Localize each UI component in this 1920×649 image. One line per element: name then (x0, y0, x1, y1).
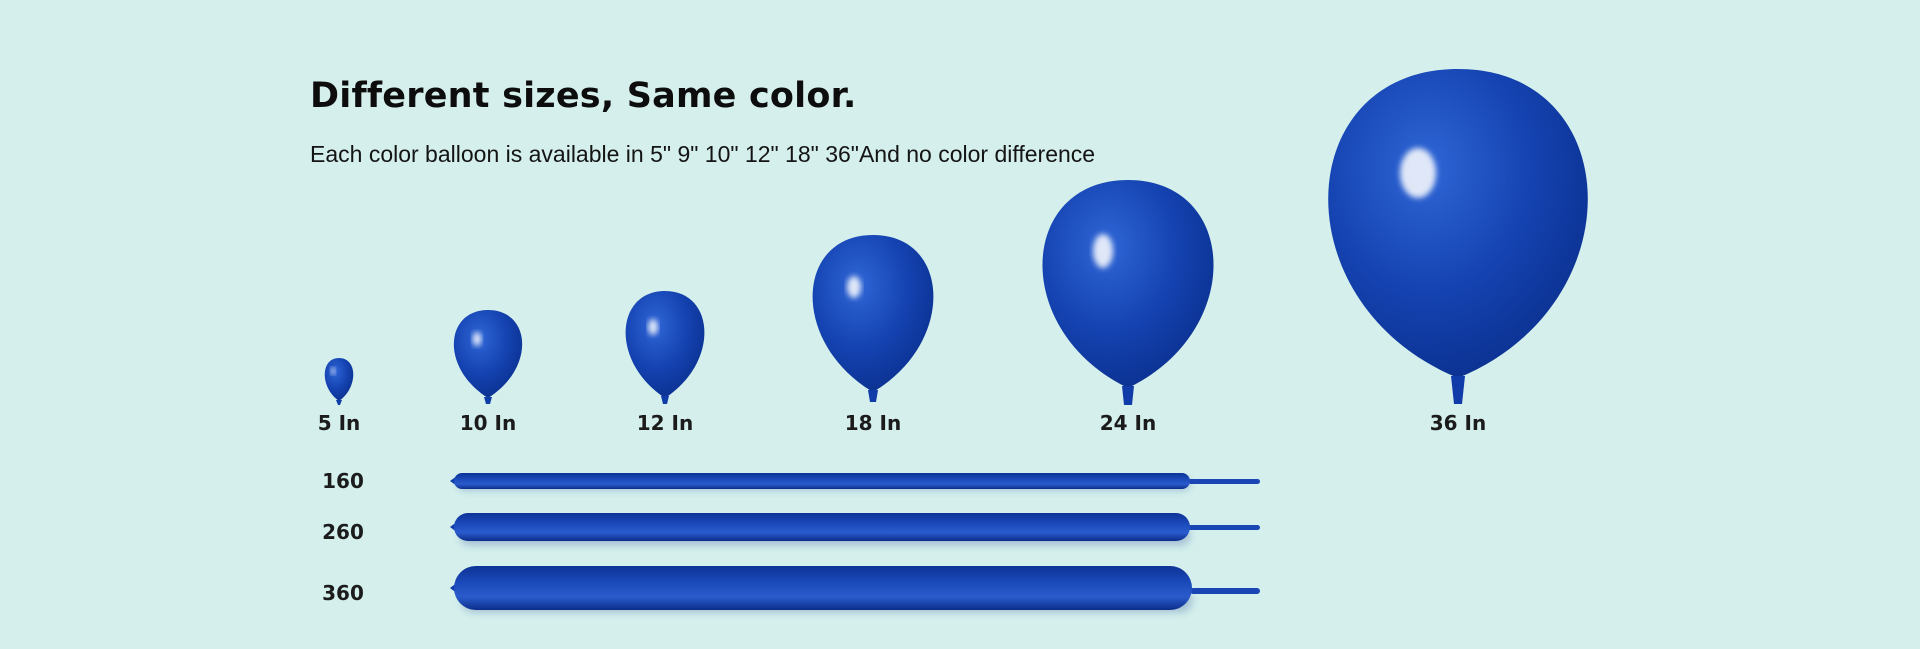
long-balloon-360: 360 (322, 566, 1260, 612)
balloon-18-in: 18 In (812, 235, 934, 435)
long-balloon-label-160: 160 (322, 469, 364, 493)
long-balloon-260: 260 (322, 513, 1260, 545)
balloon-label-5-in: 5 In (318, 411, 361, 435)
balloon-label-10-in: 10 In (460, 411, 516, 435)
balloon-10-in: 10 In (453, 310, 523, 435)
page-title: Different sizes, Same color. (310, 76, 857, 116)
balloon-24-in: 24 In (1042, 180, 1214, 435)
balloon-label-12-in: 12 In (637, 411, 693, 435)
long-balloon-label-260: 260 (322, 520, 364, 544)
page-subtitle: Each color balloon is available in 5" 9"… (310, 141, 1096, 167)
balloon-label-18-in: 18 In (845, 411, 901, 435)
long-balloon-160: 160 (322, 469, 1260, 493)
balloon-label-36-in: 36 In (1430, 411, 1486, 435)
balloon-36-in: 36 In (1328, 69, 1588, 435)
balloon-label-24-in: 24 In (1100, 411, 1156, 435)
long-balloon-label-360: 360 (322, 581, 364, 605)
balloon-12-in: 12 In (625, 291, 705, 435)
balloon-5-in: 5 In (318, 358, 361, 435)
